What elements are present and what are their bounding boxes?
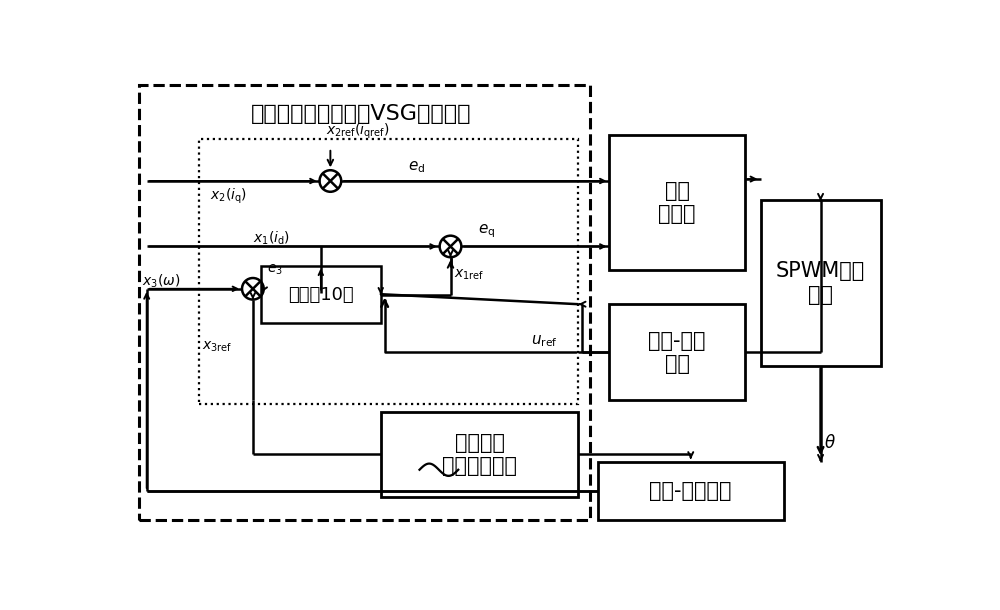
Bar <box>609 304 745 400</box>
Bar <box>761 200 881 366</box>
Bar <box>139 85 590 520</box>
Text: $x_3(\omega)$: $x_3(\omega)$ <box>142 273 180 290</box>
Text: 二次调频
（储能单元）: 二次调频 （储能单元） <box>442 432 517 476</box>
Text: $x_{3\rm ref}$: $x_{3\rm ref}$ <box>202 339 233 354</box>
Text: 公式（10）: 公式（10） <box>288 285 354 304</box>
Text: 有功-频率控制: 有功-频率控制 <box>650 481 732 501</box>
Text: $u_{\rm ref}$: $u_{\rm ref}$ <box>531 333 557 349</box>
Text: 无功-电压
控制: 无功-电压 控制 <box>648 331 706 374</box>
Text: $\theta$: $\theta$ <box>824 434 836 452</box>
Bar <box>261 266 381 323</box>
Bar <box>381 412 578 497</box>
Text: $e_{\rm d}$: $e_{\rm d}$ <box>408 159 425 175</box>
Text: $x_{2\rm ref}(i_{\rm qref})$: $x_{2\rm ref}(i_{\rm qref})$ <box>326 121 390 141</box>
Text: $x_{1\rm ref}$: $x_{1\rm ref}$ <box>454 267 485 282</box>
Text: $x_1(i_{\rm d})$: $x_1(i_{\rm d})$ <box>253 230 290 248</box>
Bar <box>199 138 578 404</box>
Text: $e_3$: $e_3$ <box>267 263 283 278</box>
Bar <box>609 135 745 270</box>
Bar <box>598 462 784 520</box>
Text: SPWM正弦
调制: SPWM正弦 调制 <box>776 262 865 304</box>
Text: $e_{\rm q}$: $e_{\rm q}$ <box>478 223 495 240</box>
Text: 电压
电流环: 电压 电流环 <box>658 181 696 224</box>
Text: 基于反步滑模控制的VSG二次调频: 基于反步滑模控制的VSG二次调频 <box>251 104 472 124</box>
Text: $x_2(i_{\rm q})$: $x_2(i_{\rm q})$ <box>210 187 247 206</box>
